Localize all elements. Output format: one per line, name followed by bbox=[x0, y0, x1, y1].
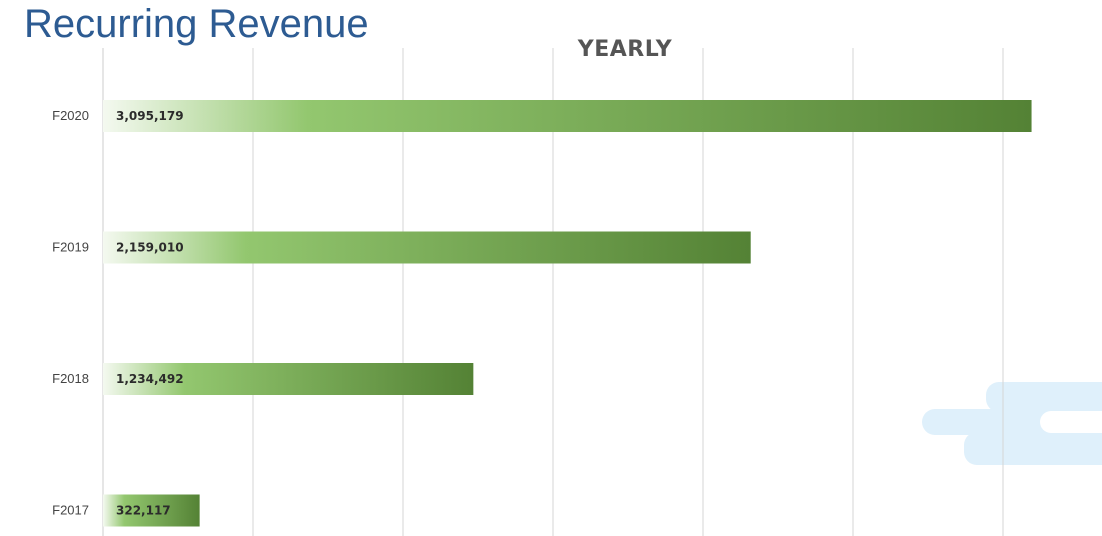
category-label: F2020 bbox=[52, 108, 89, 123]
bar-f2019 bbox=[103, 231, 751, 264]
chart-title: YEARLY bbox=[577, 37, 673, 62]
decorative-shape bbox=[986, 382, 1102, 412]
category-label: F2019 bbox=[52, 240, 89, 255]
value-label: 322,117 bbox=[116, 504, 171, 518]
bars: F2020 3,095,179 F2019 2,159,010 F2018 1,234,4… bbox=[52, 100, 1032, 527]
value-label: 3,095,179 bbox=[116, 109, 184, 123]
category-label: F2018 bbox=[52, 371, 89, 386]
bar-f2020 bbox=[103, 100, 1032, 132]
page-title: Recurring Revenue bbox=[24, 2, 369, 46]
value-label: 1,234,492 bbox=[116, 372, 184, 386]
value-label: 2,159,010 bbox=[116, 241, 184, 255]
bar-f2017 bbox=[103, 494, 200, 527]
decorative-shape bbox=[964, 432, 1102, 465]
category-label: F2017 bbox=[52, 503, 89, 518]
bar-f2018 bbox=[103, 363, 474, 395]
decorative-shape bbox=[1040, 411, 1102, 433]
